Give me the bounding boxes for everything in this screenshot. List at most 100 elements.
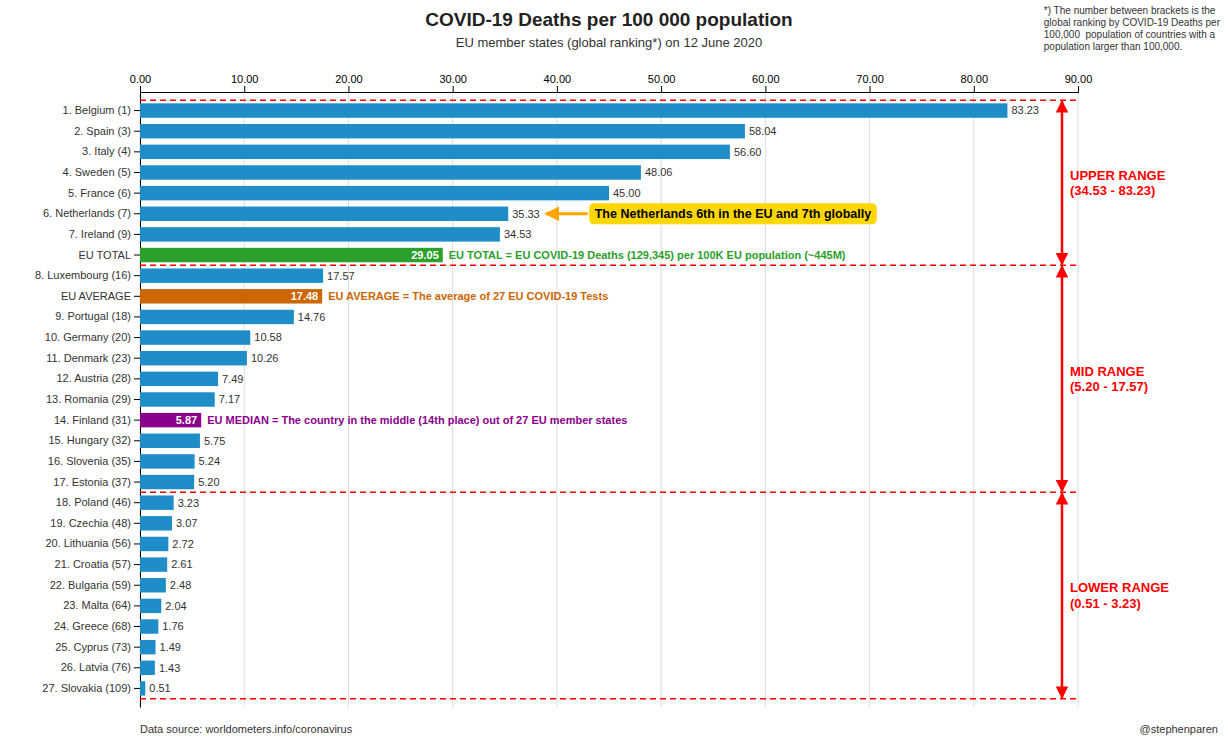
y-tick-mark [134, 131, 140, 132]
bar [140, 557, 167, 571]
y-tick-label: 18. Poland (46) [56, 496, 131, 508]
footnote: *) The number between brackets is theglo… [1044, 5, 1221, 52]
value-label: 58.04 [749, 125, 777, 137]
y-tick-mark [134, 172, 140, 173]
footnote-line: global ranking by COVID-19 Deaths per [1044, 17, 1221, 28]
grid-line [244, 92, 245, 707]
range-boundary [140, 698, 1078, 700]
value-label: 17.57 [327, 270, 355, 282]
x-tick-mark [661, 86, 662, 92]
x-tick-label: 90.00 [1065, 73, 1093, 85]
range-label: LOWER RANGE(0.51 - 3.23) [1070, 580, 1169, 611]
y-tick: 9. Portugal (18) [55, 310, 140, 322]
y-tick-label: 7. Ireland (9) [69, 228, 131, 240]
bar [140, 248, 443, 262]
x-tick-label: 60.00 [752, 73, 780, 85]
value-label: 10.26 [251, 352, 279, 364]
value-label: 83.23 [1011, 104, 1039, 116]
y-tick: 8. Luxembourg (16) [35, 269, 140, 281]
y-tick-label: 8. Luxembourg (16) [35, 269, 131, 281]
y-tick-label: 4. Sweden (5) [63, 166, 131, 178]
x-tick: 30.00 [439, 73, 467, 92]
x-tick-label: 50.00 [648, 73, 676, 85]
y-tick-label: 9. Portugal (18) [55, 310, 131, 322]
y-tick: 13. Romania (29) [46, 393, 140, 405]
value-label: 17.48 [291, 290, 319, 302]
y-tick-mark [134, 378, 140, 379]
y-tick-label: 11. Denmark (23) [46, 352, 131, 364]
range-label-line: MID RANGE [1070, 364, 1145, 379]
x-tick-label: 70.00 [856, 73, 884, 85]
x-tick: 60.00 [752, 73, 780, 92]
y-tick: 27. Slovakia (109) [42, 682, 140, 694]
y-tick: 18. Poland (46) [56, 496, 140, 508]
y-tick: 3. Italy (4) [82, 145, 140, 157]
ranges: UPPER RANGE(34.53 - 83.23) MID RANGE(5.20… [140, 100, 1169, 698]
x-tick-mark [140, 86, 141, 92]
y-tick-mark [134, 543, 140, 544]
grid-line [348, 92, 349, 707]
annotation: EU AVERAGE = The average of 27 EU COVID-… [328, 290, 608, 302]
y-tick: 4. Sweden (5) [63, 166, 140, 178]
grid-line [765, 92, 766, 707]
range-label: MID RANGE(5.20 - 17.57) [1070, 364, 1148, 395]
range-label-line: UPPER RANGE [1070, 168, 1166, 183]
value-label: 48.06 [645, 166, 673, 178]
x-axis: 0.0010.0020.0030.0040.0050.0060.0070.008… [130, 73, 1092, 93]
y-tick-label: 22. Bulgaria (59) [50, 579, 131, 591]
range-arrow [1061, 266, 1064, 491]
y-tick: 17. Estonia (37) [53, 476, 140, 488]
y-tick: 22. Bulgaria (59) [50, 579, 140, 591]
y-tick: 15. Hungary (32) [48, 434, 140, 446]
y-tick-label: 1. Belgium (1) [63, 104, 131, 116]
y-tick: 10. Germany (20) [45, 331, 140, 343]
y-tick-label: 15. Hungary (32) [48, 434, 131, 446]
value-label: 5.24 [199, 455, 220, 467]
bar [140, 661, 155, 675]
x-tick-label: 30.00 [439, 73, 467, 85]
y-tick-mark [134, 337, 140, 338]
y-tick-mark [134, 399, 140, 400]
bar [140, 413, 201, 427]
bars [140, 103, 1007, 695]
range-label: UPPER RANGE(34.53 - 83.23) [1070, 168, 1166, 199]
value-label: 0.51 [149, 682, 170, 694]
value-label: 5.87 [176, 414, 197, 426]
y-tick: EU TOTAL [78, 249, 140, 261]
y-tick-label: 26. Latvia (76) [61, 661, 131, 673]
bar [140, 475, 194, 489]
y-tick-label: 5. France (6) [68, 187, 131, 199]
value-labels: 83.2358.0456.6048.0645.0035.3334.5329.05… [149, 104, 1039, 694]
x-axis-line [141, 86, 1079, 93]
x-tick-mark [557, 86, 558, 92]
y-tick-mark [134, 688, 140, 689]
y-tick-label: 10. Germany (20) [45, 331, 131, 343]
y-tick-mark [134, 151, 140, 152]
y-tick-mark [134, 626, 140, 627]
y-tick-mark [134, 213, 140, 214]
footnote-line: 100,000 population of countries with a [1044, 29, 1216, 40]
y-tick-mark [134, 358, 140, 359]
value-label: 7.49 [222, 373, 243, 385]
range-arrow [1061, 101, 1064, 264]
y-tick: 7. Ireland (9) [69, 228, 140, 240]
value-label: 1.76 [162, 620, 183, 632]
y-tick-label: 20. Lithuania (56) [45, 537, 131, 549]
grid-line [661, 92, 662, 707]
grid [140, 92, 1078, 707]
x-tick: 20.00 [335, 73, 363, 92]
callout: The Netherlands 6th in the EU and 7th gl… [546, 204, 876, 224]
grid-line [556, 92, 557, 707]
y-tick: 20. Lithuania (56) [45, 537, 140, 549]
range-boundary [140, 100, 1078, 102]
y-tick-label: 16. Slovenia (35) [48, 455, 131, 467]
bar [140, 516, 172, 530]
value-label: 2.48 [170, 579, 191, 591]
annotation: The Netherlands 6th in the EU and 7th gl… [595, 207, 871, 221]
x-tick-mark [870, 86, 871, 92]
x-tick-label: 0.00 [130, 73, 151, 85]
bar [140, 578, 166, 592]
range-label-line: (34.53 - 83.23) [1070, 183, 1155, 198]
bar [140, 330, 250, 344]
bar [140, 165, 641, 179]
